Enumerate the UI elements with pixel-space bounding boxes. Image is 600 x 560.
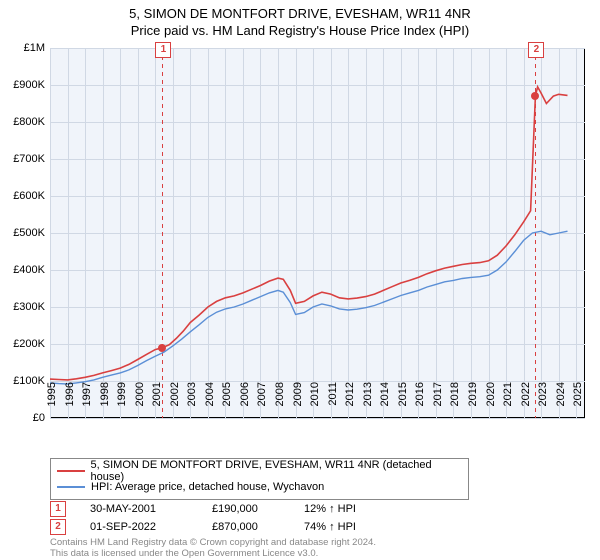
y-tick-label: £300K (13, 301, 45, 313)
x-tick-label: 2021 (502, 382, 514, 422)
x-tick-label: 2013 (362, 382, 374, 422)
x-tick-label: 2015 (397, 382, 409, 422)
x-tick-label: 2016 (414, 382, 426, 422)
x-tick-label: 1997 (81, 382, 93, 422)
sale-date: 01-SEP-2022 (90, 521, 200, 533)
x-tick-label: 2014 (379, 382, 391, 422)
y-tick-label: £100K (13, 375, 45, 387)
x-tick-label: 2024 (555, 382, 567, 422)
sale-badge: 1 (50, 501, 66, 517)
x-tick-label: 1996 (64, 382, 76, 422)
x-tick-label: 2025 (572, 382, 584, 422)
y-tick-label: £200K (13, 338, 45, 350)
x-tick-label: 2019 (467, 382, 479, 422)
y-tick-label: £600K (13, 190, 45, 202)
chart-area: 12 £0£100K£200K£300K£400K£500K£600K£700K… (50, 48, 585, 418)
y-tick-label: £500K (13, 227, 45, 239)
x-tick-label: 2011 (327, 382, 339, 422)
line-series (50, 48, 585, 418)
sales-table: 1 30-MAY-2001 £190,000 12% ↑ HPI 2 01-SEP-202… (50, 500, 404, 536)
x-tick-label: 2001 (151, 382, 163, 422)
x-tick-label: 2022 (520, 382, 532, 422)
x-tick-label: 2009 (292, 382, 304, 422)
legend-swatch (57, 470, 85, 472)
legend: 5, SIMON DE MONTFORT DRIVE, EVESHAM, WR1… (50, 458, 469, 500)
sale-delta: 74% ↑ HPI (304, 521, 404, 533)
legend-swatch (57, 486, 85, 488)
y-tick-label: £1M (24, 42, 45, 54)
footer-line: This data is licensed under the Open Gov… (50, 549, 376, 560)
y-tick-label: £400K (13, 264, 45, 276)
title-block: 5, SIMON DE MONTFORT DRIVE, EVESHAM, WR1… (0, 0, 600, 38)
x-tick-label: 2005 (221, 382, 233, 422)
legend-item-property: 5, SIMON DE MONTFORT DRIVE, EVESHAM, WR1… (57, 463, 462, 479)
footer-attribution: Contains HM Land Registry data © Crown c… (50, 538, 376, 560)
title-subtitle: Price paid vs. HM Land Registry's House … (0, 23, 600, 38)
x-tick-label: 2020 (485, 382, 497, 422)
x-tick-label: 2017 (432, 382, 444, 422)
sale-price: £190,000 (212, 503, 292, 515)
x-tick-label: 2006 (239, 382, 251, 422)
sale-badge: 2 (50, 519, 66, 535)
sale-price: £870,000 (212, 521, 292, 533)
x-tick-label: 2003 (186, 382, 198, 422)
x-tick-label: 2018 (449, 382, 461, 422)
x-tick-label: 1998 (99, 382, 111, 422)
x-tick-label: 2004 (204, 382, 216, 422)
x-tick-label: 1999 (116, 382, 128, 422)
series-line (50, 87, 568, 380)
x-tick-label: 2007 (256, 382, 268, 422)
legend-label: 5, SIMON DE MONTFORT DRIVE, EVESHAM, WR1… (91, 459, 462, 483)
x-tick-label: 1995 (46, 382, 58, 422)
sales-row: 2 01-SEP-2022 £870,000 74% ↑ HPI (50, 518, 404, 536)
y-tick-label: £0 (33, 412, 45, 424)
x-tick-label: 2002 (169, 382, 181, 422)
x-tick-label: 2012 (344, 382, 356, 422)
sales-row: 1 30-MAY-2001 £190,000 12% ↑ HPI (50, 500, 404, 518)
series-line (50, 231, 568, 384)
legend-label: HPI: Average price, detached house, Wych… (91, 481, 324, 493)
y-tick-label: £700K (13, 153, 45, 165)
x-tick-label: 2010 (309, 382, 321, 422)
chart-container: 5, SIMON DE MONTFORT DRIVE, EVESHAM, WR1… (0, 0, 600, 560)
x-tick-label: 2000 (134, 382, 146, 422)
x-tick-label: 2008 (274, 382, 286, 422)
sale-delta: 12% ↑ HPI (304, 503, 404, 515)
title-address: 5, SIMON DE MONTFORT DRIVE, EVESHAM, WR1… (0, 6, 600, 21)
y-tick-label: £900K (13, 79, 45, 91)
y-tick-label: £800K (13, 116, 45, 128)
x-tick-label: 2023 (537, 382, 549, 422)
sale-date: 30-MAY-2001 (90, 503, 200, 515)
